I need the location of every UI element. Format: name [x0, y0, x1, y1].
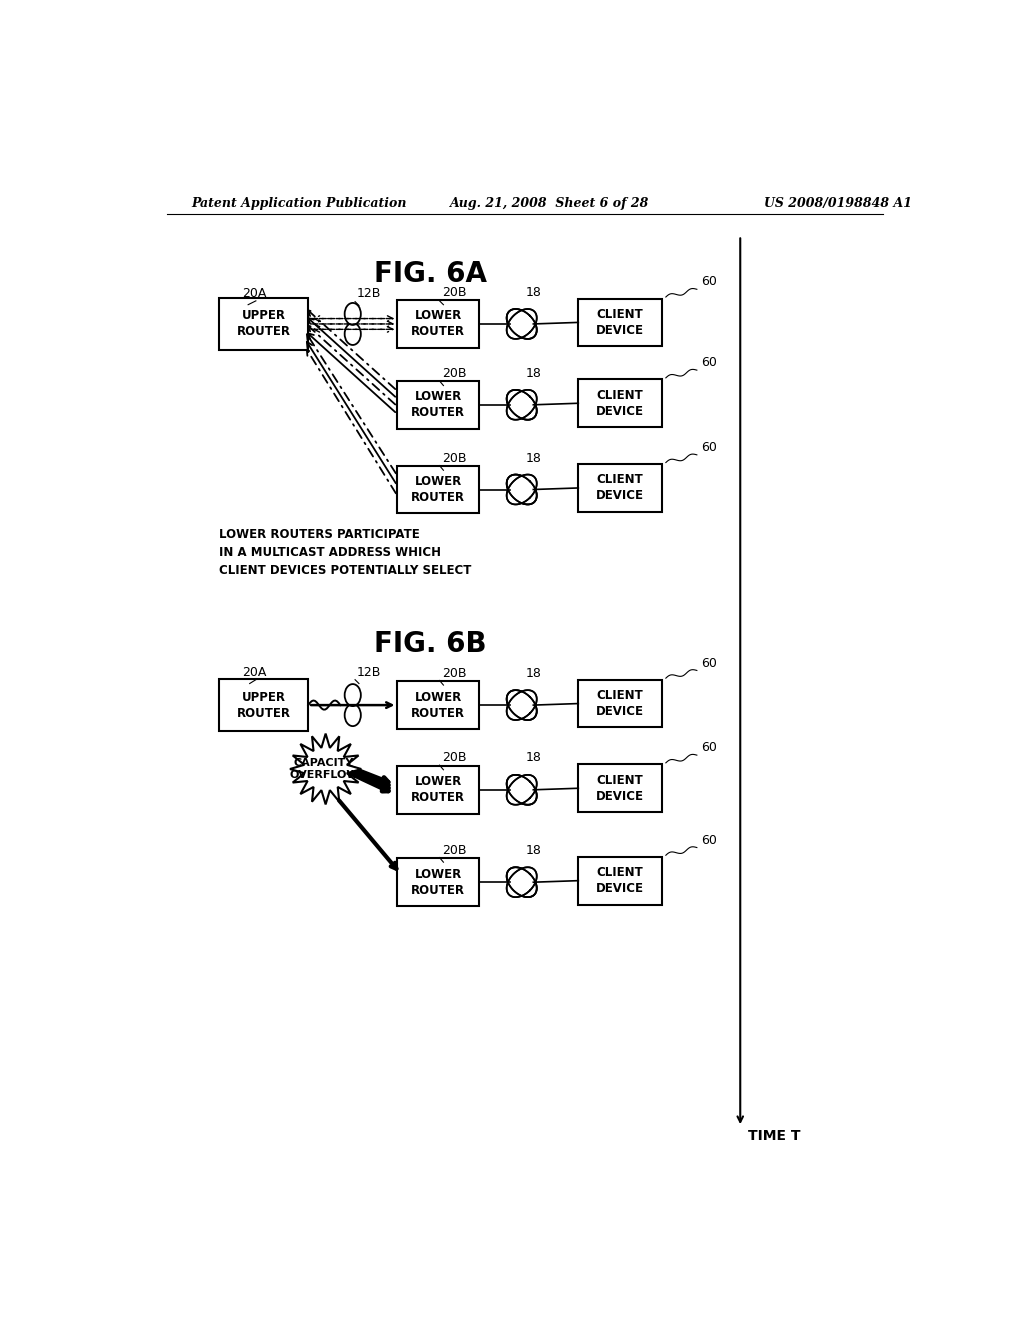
- Text: 20A: 20A: [242, 665, 266, 678]
- Polygon shape: [507, 309, 537, 339]
- Text: 18: 18: [525, 843, 542, 857]
- Ellipse shape: [345, 704, 360, 726]
- Bar: [397, 681, 478, 729]
- Text: CLIENT
DEVICE: CLIENT DEVICE: [596, 474, 644, 503]
- Ellipse shape: [345, 684, 360, 706]
- Polygon shape: [507, 775, 537, 805]
- Polygon shape: [507, 389, 537, 420]
- Text: LOWER
ROUTER: LOWER ROUTER: [411, 690, 465, 719]
- Text: 20A: 20A: [242, 286, 266, 300]
- Polygon shape: [507, 775, 537, 805]
- Bar: [397, 466, 478, 513]
- Polygon shape: [507, 389, 537, 420]
- Text: 12B: 12B: [356, 286, 381, 300]
- Text: LOWER
ROUTER: LOWER ROUTER: [411, 391, 465, 420]
- Text: 20B: 20B: [442, 367, 466, 380]
- Text: LOWER
ROUTER: LOWER ROUTER: [411, 475, 465, 504]
- Polygon shape: [507, 309, 537, 339]
- Polygon shape: [507, 867, 537, 898]
- Polygon shape: [507, 867, 537, 898]
- Bar: [579, 379, 662, 428]
- Text: 18: 18: [525, 451, 542, 465]
- Text: FIG. 6A: FIG. 6A: [374, 260, 486, 288]
- Polygon shape: [507, 475, 537, 504]
- Text: LOWER
ROUTER: LOWER ROUTER: [411, 775, 465, 804]
- Bar: [397, 766, 478, 813]
- Text: 20B: 20B: [442, 751, 466, 764]
- Text: 60: 60: [700, 742, 717, 754]
- Text: LOWER ROUTERS PARTICIPATE
IN A MULTICAST ADDRESS WHICH
CLIENT DEVICES POTENTIALL: LOWER ROUTERS PARTICIPATE IN A MULTICAST…: [219, 528, 472, 577]
- Bar: [579, 680, 662, 727]
- Text: CLIENT
DEVICE: CLIENT DEVICE: [596, 866, 644, 895]
- Text: 60: 60: [700, 356, 717, 370]
- Text: TIME T: TIME T: [748, 1130, 801, 1143]
- Text: 20B: 20B: [442, 843, 466, 857]
- Bar: [397, 300, 478, 348]
- Text: LOWER
ROUTER: LOWER ROUTER: [411, 867, 465, 896]
- Text: Aug. 21, 2008  Sheet 6 of 28: Aug. 21, 2008 Sheet 6 of 28: [450, 197, 649, 210]
- Text: 20B: 20B: [442, 667, 466, 680]
- Text: 18: 18: [525, 667, 542, 680]
- Ellipse shape: [345, 323, 360, 345]
- Text: 18: 18: [525, 367, 542, 380]
- Text: 60: 60: [700, 441, 717, 454]
- Text: 18: 18: [525, 286, 542, 300]
- Text: 60: 60: [700, 656, 717, 669]
- Text: 20B: 20B: [442, 286, 466, 300]
- Text: US 2008/0198848 A1: US 2008/0198848 A1: [764, 197, 911, 210]
- Text: CLIENT
DEVICE: CLIENT DEVICE: [596, 774, 644, 803]
- Bar: [397, 381, 478, 429]
- Text: CLIENT
DEVICE: CLIENT DEVICE: [596, 308, 644, 337]
- Text: 60: 60: [700, 276, 717, 289]
- Text: Patent Application Publication: Patent Application Publication: [191, 197, 408, 210]
- Text: 12B: 12B: [356, 665, 381, 678]
- Text: 20B: 20B: [442, 451, 466, 465]
- Bar: [397, 858, 478, 906]
- Text: UPPER
ROUTER: UPPER ROUTER: [237, 309, 291, 338]
- Bar: [219, 298, 308, 350]
- Text: 18: 18: [525, 751, 542, 764]
- Bar: [579, 465, 662, 512]
- Bar: [579, 764, 662, 812]
- Bar: [579, 298, 662, 346]
- Text: 60: 60: [700, 834, 717, 846]
- Polygon shape: [290, 734, 361, 804]
- Text: CLIENT
DEVICE: CLIENT DEVICE: [596, 689, 644, 718]
- Text: CLIENT
DEVICE: CLIENT DEVICE: [596, 389, 644, 417]
- Polygon shape: [507, 475, 537, 504]
- Text: FIG. 6B: FIG. 6B: [374, 630, 486, 657]
- Text: UPPER
ROUTER: UPPER ROUTER: [237, 690, 291, 719]
- Ellipse shape: [345, 302, 360, 325]
- Polygon shape: [507, 690, 537, 719]
- Bar: [579, 857, 662, 904]
- Text: CAPACITY
OVERFLOW: CAPACITY OVERFLOW: [289, 758, 358, 780]
- Bar: [219, 678, 308, 731]
- Text: LOWER
ROUTER: LOWER ROUTER: [411, 309, 465, 338]
- Polygon shape: [507, 690, 537, 719]
